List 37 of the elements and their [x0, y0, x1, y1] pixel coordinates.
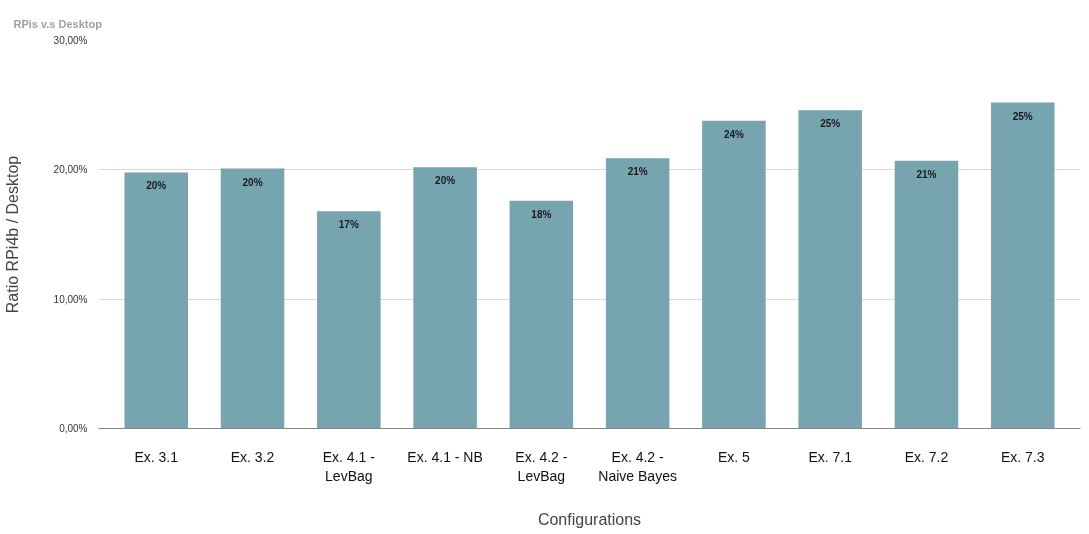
- x-tick-label: Ex. 7.2: [904, 448, 949, 465]
- x-tick-label: Ex. 4.1 - LevBag: [322, 448, 376, 484]
- bar: [990, 102, 1055, 429]
- data-label: 25%: [1012, 110, 1033, 122]
- bar: [798, 110, 862, 429]
- chart-title: RPis v.s Desktop: [13, 17, 103, 30]
- y-tick-label: 30,00%: [53, 35, 88, 46]
- y-axis-title: Ratio RPi4b / Desktop: [3, 155, 21, 314]
- x-tick-label: Ex. 4.1 - NB: [407, 448, 483, 465]
- data-label: 20%: [146, 180, 167, 192]
- x-tick-label: Ex. 3.1: [134, 448, 179, 465]
- data-label: 18%: [531, 208, 552, 220]
- x-tick-label: Ex. 5: [717, 448, 751, 465]
- x-tick-label: Ex. 7.3: [1000, 448, 1045, 465]
- x-tick-label: Ex. 3.2: [230, 448, 275, 465]
- bar: [894, 160, 959, 429]
- bar: [413, 167, 477, 429]
- data-label: 24%: [723, 128, 745, 140]
- bar: [509, 200, 574, 429]
- data-label: 20%: [435, 175, 456, 187]
- bar: [220, 168, 285, 429]
- data-label: 25%: [820, 118, 841, 130]
- bar: [124, 172, 189, 429]
- x-tick-label: Ex. 4.2 - LevBag: [515, 448, 568, 484]
- data-label: 17%: [338, 219, 359, 231]
- bar: [605, 158, 670, 429]
- data-label: 21%: [627, 166, 648, 178]
- y-tick-label: 20,00%: [53, 164, 88, 176]
- x-tick-label: Ex. 7.1: [808, 448, 853, 465]
- y-tick-label: 0,00%: [59, 423, 88, 434]
- data-label: 21%: [916, 168, 937, 180]
- x-tick-label: Ex. 4.2 - Naive Bayes: [598, 448, 677, 484]
- y-tick-label: 10,00%: [53, 293, 88, 305]
- data-label: 20%: [242, 176, 263, 188]
- bar: [702, 120, 766, 429]
- bar: [317, 211, 381, 429]
- x-axis-title: Configurations: [537, 510, 642, 528]
